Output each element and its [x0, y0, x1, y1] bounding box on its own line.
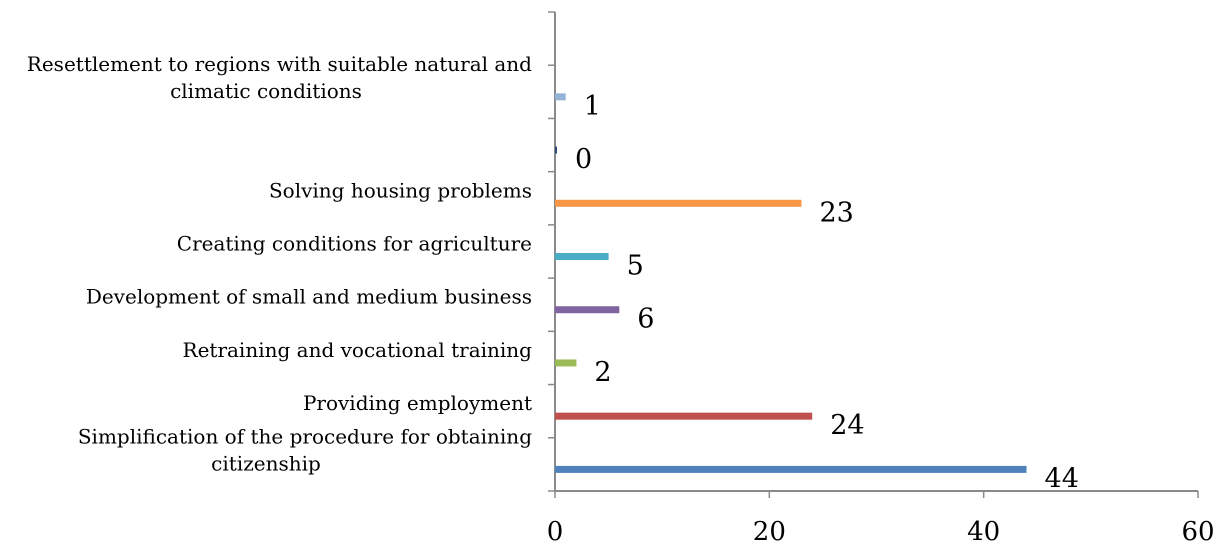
category-label: climatic conditions: [170, 79, 362, 103]
bar: [555, 93, 566, 101]
bar-value-label: 2: [594, 357, 611, 388]
bar-value-label: 44: [1045, 463, 1079, 494]
bar-value-label: 6: [637, 304, 654, 335]
category-label: Retraining and vocational training: [183, 338, 533, 362]
y-axis-ticks: [548, 11, 555, 492]
x-tick-label: 40: [967, 517, 1000, 547]
bar: [555, 146, 557, 154]
value-labels: 44 24 26 5 23 0 1: [575, 91, 1079, 495]
x-tick-labels: 0 20 40 60: [547, 517, 1215, 547]
bar: [555, 465, 1027, 473]
bar: [555, 306, 620, 314]
bar-value-label: 0: [575, 144, 592, 175]
category-label: Simplification of the procedure for obta…: [78, 424, 532, 448]
bar-value-label: 24: [830, 410, 864, 441]
category-label: Development of small and medium business: [86, 285, 532, 309]
bar-value-label: 5: [627, 251, 644, 282]
bar-value-label: 23: [819, 197, 853, 228]
x-tick-label: 0: [547, 517, 564, 547]
bar-value-label: 1: [584, 91, 601, 122]
bars-group: [555, 93, 1027, 473]
bar: [555, 253, 609, 260]
bar: [555, 359, 577, 367]
bar: [555, 199, 802, 207]
category-label: Creating conditions for agriculture: [177, 232, 532, 256]
category-label: Providing employment: [303, 391, 532, 415]
x-tick-label: 20: [753, 517, 786, 547]
category-labels: Simplification of the procedure for obta…: [27, 52, 532, 476]
bar: [555, 412, 813, 420]
x-tick-label: 60: [1181, 517, 1214, 547]
category-label: Solving housing problems: [269, 178, 532, 202]
x-axis-ticks: [554, 491, 1199, 498]
category-label: Resettlement to regions with suitable na…: [27, 52, 532, 76]
category-label: citizenship: [211, 451, 321, 475]
